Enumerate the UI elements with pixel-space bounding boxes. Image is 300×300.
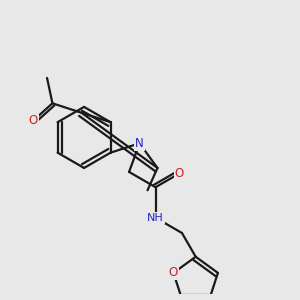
Text: NH: NH [147, 213, 164, 223]
Text: O: O [169, 266, 178, 279]
Text: O: O [175, 167, 184, 180]
Text: N: N [135, 137, 144, 150]
Text: O: O [28, 114, 38, 127]
